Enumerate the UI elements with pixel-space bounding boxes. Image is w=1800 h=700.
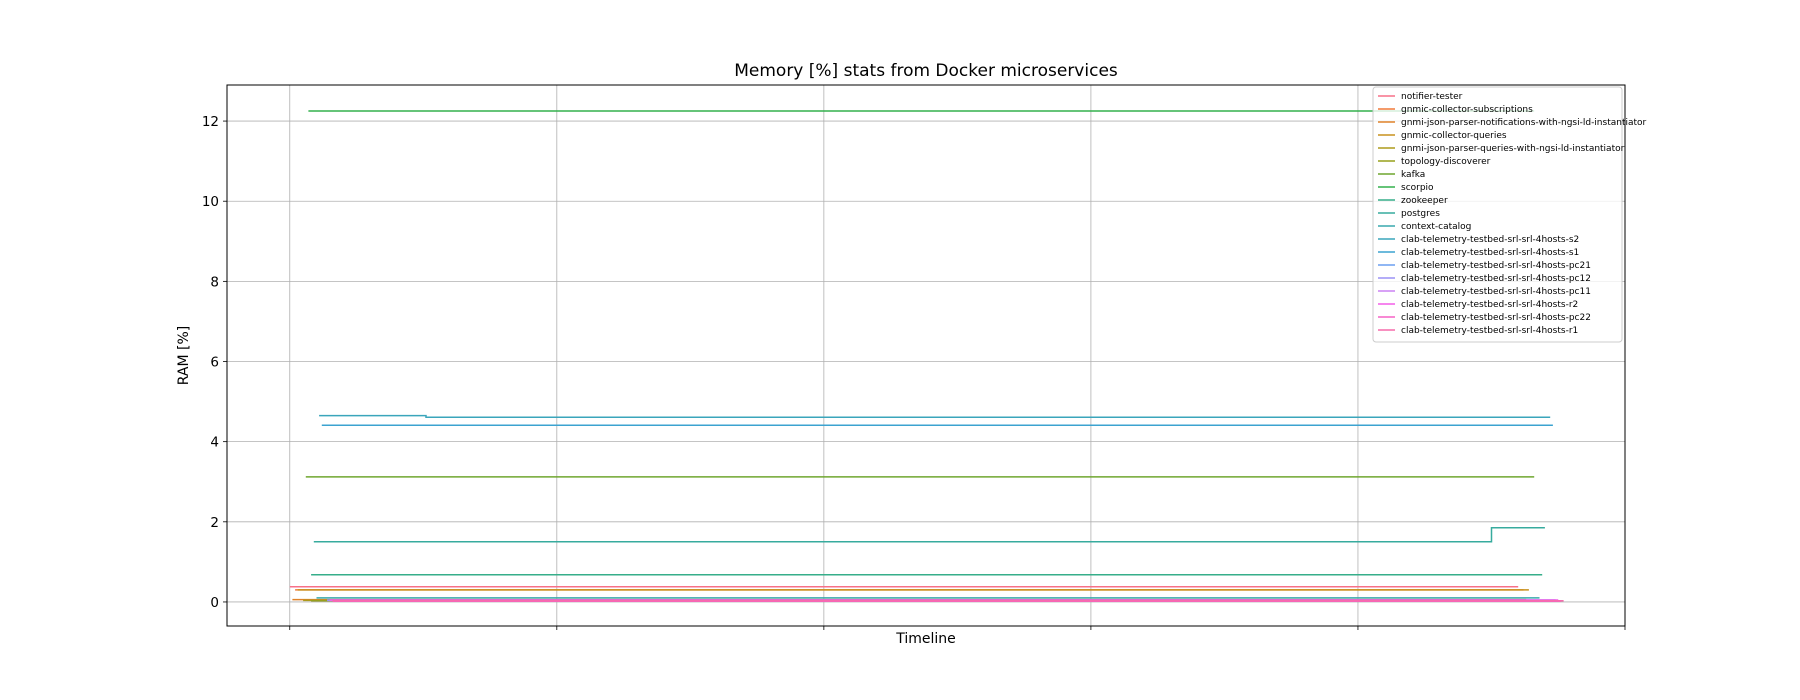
y-axis-ticks: 0 2 4 6 8 10 12 bbox=[202, 114, 227, 611]
y-tick-label: 6 bbox=[210, 355, 219, 371]
legend-label: topology-discoverer bbox=[1401, 157, 1491, 167]
legend-label: gnmic-collector-queries bbox=[1401, 131, 1507, 141]
legend-label: clab-telemetry-testbed-srl-srl-4hosts-s1 bbox=[1401, 248, 1579, 258]
series-lines bbox=[289, 110, 1564, 602]
legend-label: scorpio bbox=[1401, 183, 1434, 193]
legend-label: clab-telemetry-testbed-srl-srl-4hosts-pc… bbox=[1401, 274, 1591, 284]
legend-label: postgres bbox=[1401, 209, 1440, 219]
legend-label: zookeeper bbox=[1401, 196, 1448, 206]
legend-label: context-catalog bbox=[1401, 222, 1471, 232]
series-line bbox=[319, 414, 1551, 418]
y-axis-label: RAM [%] bbox=[176, 326, 192, 386]
y-tick-label: 8 bbox=[210, 274, 219, 290]
legend-label: notifier-tester bbox=[1401, 92, 1463, 102]
y-tick-label: 4 bbox=[210, 435, 219, 451]
legend: notifier-tester gnmic-collector-subscript… bbox=[1372, 86, 1647, 343]
plot-frame bbox=[226, 84, 1626, 627]
legend-label: kafka bbox=[1401, 170, 1425, 180]
legend-label: gnmi-json-parser-notifications-with-ngsi… bbox=[1401, 118, 1647, 128]
legend-box bbox=[1372, 86, 1623, 343]
legend-label: gnmi-json-parser-queries-with-ngsi-ld-in… bbox=[1401, 144, 1625, 154]
x-axis-label: Timeline bbox=[895, 631, 956, 647]
y-tick-label: 12 bbox=[202, 114, 219, 130]
legend-label: clab-telemetry-testbed-srl-srl-4hosts-s2 bbox=[1401, 235, 1579, 245]
series-line bbox=[313, 527, 1545, 543]
chart-title: Memory [%] stats from Docker microservic… bbox=[734, 61, 1118, 81]
legend-label: gnmic-collector-subscriptions bbox=[1401, 105, 1533, 115]
y-tick-label: 10 bbox=[202, 194, 219, 210]
legend-label: clab-telemetry-testbed-srl-srl-4hosts-pc… bbox=[1401, 287, 1591, 297]
y-tick-label: 0 bbox=[210, 595, 219, 611]
legend-label: clab-telemetry-testbed-srl-srl-4hosts-pc… bbox=[1401, 261, 1591, 271]
legend-label: clab-telemetry-testbed-srl-srl-4hosts-r2 bbox=[1401, 300, 1578, 310]
y-tick-label: 2 bbox=[210, 515, 219, 531]
legend-label: clab-telemetry-testbed-srl-srl-4hosts-r1 bbox=[1401, 326, 1578, 336]
legend-label: clab-telemetry-testbed-srl-srl-4hosts-pc… bbox=[1401, 313, 1591, 323]
